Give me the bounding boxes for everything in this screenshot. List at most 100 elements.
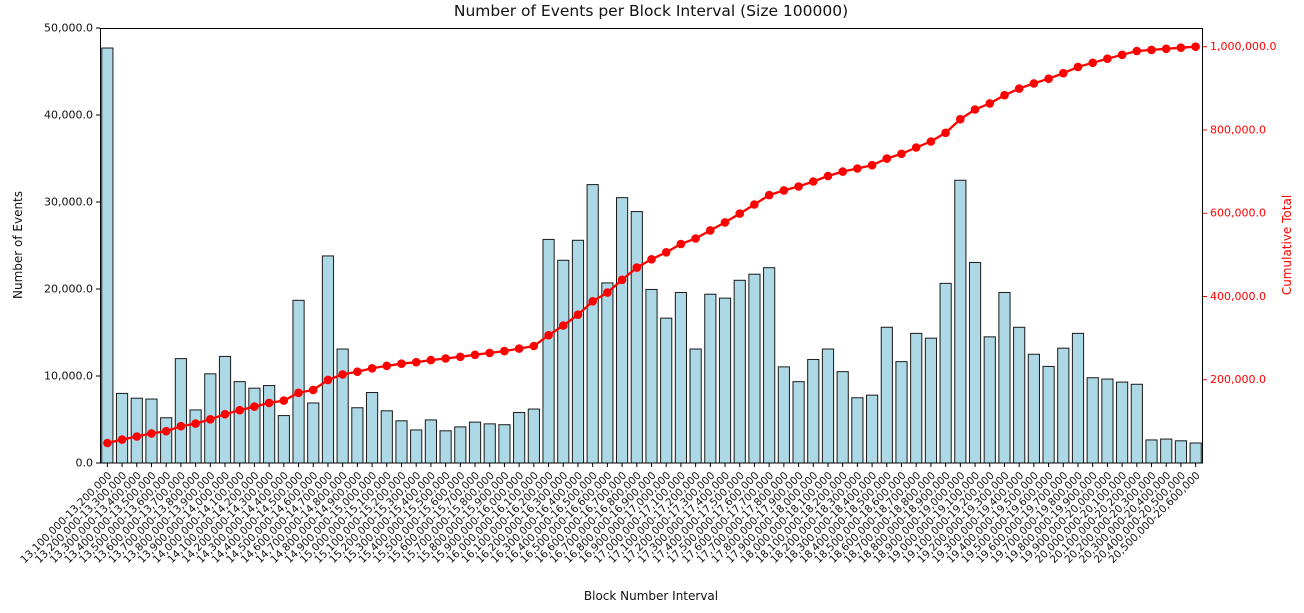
cumulative-point [323, 375, 333, 385]
cumulative-point [264, 398, 274, 408]
cumulative-point [176, 421, 186, 431]
events-bar [351, 407, 364, 464]
cumulative-point [220, 409, 230, 419]
events-bar [292, 299, 305, 464]
cumulative-point [441, 354, 450, 363]
cumulative-point [206, 415, 215, 424]
cumulative-point [603, 288, 612, 297]
y2-tick-label: 600,000.0 [1210, 207, 1266, 220]
cumulative-point [514, 344, 524, 353]
y2-axis-label: Cumulative Total [1280, 195, 1294, 295]
cumulative-point [794, 182, 803, 191]
cumulative-point [1059, 68, 1068, 78]
cumulative-point [161, 426, 171, 436]
events-bar [115, 392, 129, 464]
cumulative-point [279, 396, 289, 405]
events-bar [1116, 381, 1129, 464]
cumulative-point [823, 171, 833, 181]
y-tick-label: 30,000.0 [44, 196, 93, 209]
cumulative-point [706, 226, 715, 235]
events-bar [1160, 438, 1173, 464]
events-bar [527, 408, 540, 464]
events-bar [336, 348, 349, 464]
cumulative-point [691, 234, 700, 243]
cumulative-point [1014, 84, 1024, 93]
y-tick-label: 20,000.0 [44, 283, 93, 296]
events-bar [395, 420, 408, 464]
events-bar [836, 371, 849, 464]
events-bar [924, 337, 938, 464]
events-bar [248, 387, 261, 464]
events-bar [218, 355, 232, 464]
y2-tick-label: 400,000.0 [1210, 290, 1266, 303]
events-bar [968, 261, 982, 464]
cumulative-point [456, 352, 465, 362]
events-bar [513, 412, 526, 464]
events-bar [174, 358, 187, 464]
events-bar [307, 402, 320, 464]
cumulative-point [573, 310, 583, 320]
events-bar [1057, 347, 1070, 464]
events-bar [1101, 378, 1114, 464]
cumulative-point [897, 149, 906, 159]
events-bar [674, 291, 688, 464]
events-bar [586, 184, 599, 464]
cumulative-point [882, 154, 892, 163]
y-tick-label: 40,000.0 [44, 109, 93, 122]
cumulative-point [617, 275, 627, 285]
cumulative-point [720, 218, 730, 227]
events-bar [1027, 353, 1040, 464]
events-bar [866, 394, 879, 464]
events-bar [777, 366, 790, 464]
cumulative-point [500, 346, 509, 356]
events-bar [1145, 439, 1158, 464]
y2-tick-label: 200,000.0 [1210, 373, 1266, 386]
cumulative-point [970, 105, 980, 114]
cumulative-point [764, 190, 774, 200]
cumulative-point [147, 429, 156, 438]
events-bar [130, 397, 143, 464]
events-bar [439, 430, 452, 464]
cumulative-point [926, 137, 936, 146]
events-bar [998, 291, 1011, 464]
y-axis-label: Number of Events [11, 191, 25, 299]
cumulative-point [485, 348, 495, 358]
cumulative-point [397, 359, 406, 369]
cumulative-point [1191, 42, 1200, 51]
cumulative-point [1103, 54, 1112, 63]
cumulative-point [382, 361, 392, 371]
events-bar [233, 381, 246, 464]
cumulative-point [411, 357, 421, 367]
events-bar [263, 385, 276, 464]
events-bar [660, 317, 673, 464]
cumulative-point [985, 99, 995, 108]
cumulative-point [956, 114, 965, 124]
cumulative-point [750, 200, 759, 209]
events-bar [1130, 383, 1143, 464]
cumulative-point [867, 160, 877, 170]
events-bar [277, 415, 290, 464]
cumulative-point [911, 143, 921, 152]
cumulative-point [544, 330, 553, 340]
events-bar [498, 424, 511, 464]
y2-tick-label: 800,000.0 [1210, 123, 1266, 136]
cumulative-point [941, 128, 950, 138]
y-tick-label: 50,000.0 [44, 22, 93, 35]
events-bar [616, 197, 629, 464]
cumulative-point [1000, 90, 1009, 100]
cumulative-point [735, 209, 744, 218]
events-bar [380, 410, 393, 464]
cumulative-point [250, 402, 259, 411]
events-bar [189, 409, 202, 464]
events-bar [1013, 326, 1026, 464]
events-bar [718, 297, 732, 464]
cumulative-point [838, 167, 847, 176]
cumulative-point [235, 405, 244, 415]
cumulative-point [1161, 44, 1171, 54]
bars-group [101, 47, 1202, 464]
events-bar [1086, 377, 1099, 464]
events-bar [410, 429, 423, 464]
cumulative-point [426, 355, 436, 365]
cumulative-point [853, 164, 862, 173]
events-bar [424, 419, 437, 464]
